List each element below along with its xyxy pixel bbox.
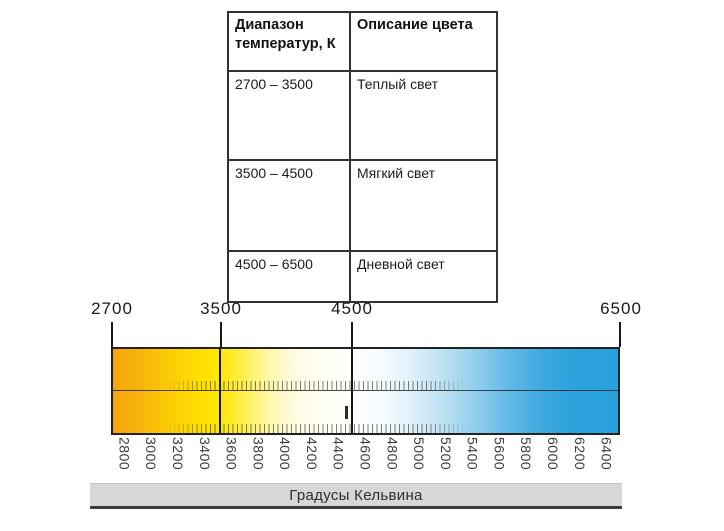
kelvin-tick-label: 4600 <box>357 437 374 471</box>
description-cell: Теплый свет <box>349 70 498 161</box>
bar-dash-mark <box>345 406 348 419</box>
range-cell: 3500 – 4500 <box>227 159 351 252</box>
table-row: 4500 – 6500 Дневной свет <box>227 250 498 303</box>
range-cell: 2700 – 3500 <box>227 70 351 161</box>
kelvin-axis-bar: Градусы Кельвина <box>90 483 622 509</box>
bar-divider-line <box>113 390 618 391</box>
tick-line-2700 <box>111 322 113 347</box>
ruler-comb-bottom <box>165 424 470 433</box>
kelvin-tick-label: 4800 <box>384 437 401 471</box>
table-row: 2700 – 3500 Теплый свет <box>227 70 498 161</box>
table-header-row: Диапазон температур, К Описание цвета <box>227 11 498 72</box>
kelvin-tick-label: 5000 <box>411 437 428 471</box>
color-temp-table: Диапазон температур, К Описание цвета 27… <box>227 11 498 303</box>
kelvin-tick-label: 3200 <box>169 437 186 471</box>
tick-line-3500 <box>220 322 222 347</box>
kelvin-tick-label: 6200 <box>571 437 588 471</box>
scale-label-2700: 2700 <box>91 299 133 318</box>
kelvin-tick-label: 3000 <box>143 437 160 471</box>
tick-line-6500 <box>619 322 621 347</box>
ruler-comb-middle <box>165 381 470 390</box>
kelvin-tick-label: 3400 <box>196 437 213 471</box>
color-temperature-gradient-bar <box>111 347 620 435</box>
kelvin-axis-label: Градусы Кельвина <box>289 486 423 504</box>
kelvin-tick-label: 3800 <box>250 437 267 471</box>
scale-label-6500: 6500 <box>600 299 642 318</box>
scale-label-3500: 3500 <box>200 299 242 318</box>
table-header-range: Диапазон температур, К <box>227 11 351 72</box>
table-row: 3500 – 4500 Мягкий свет <box>227 159 498 252</box>
tick-line-4500 <box>351 322 353 347</box>
kelvin-tick-label: 3600 <box>223 437 240 471</box>
kelvin-tick-label: 4000 <box>277 437 294 471</box>
kelvin-tick-label: 6400 <box>598 437 615 471</box>
description-cell: Мягкий свет <box>349 159 498 252</box>
description-cell: Дневной свет <box>349 250 498 303</box>
kelvin-tick-label: 2800 <box>116 437 133 471</box>
kelvin-tick-label: 4400 <box>330 437 347 471</box>
kelvin-tick-label: 5800 <box>518 437 535 471</box>
kelvin-tick-label: 5400 <box>464 437 481 471</box>
range-cell: 4500 – 6500 <box>227 250 351 303</box>
kelvin-tick-label: 5600 <box>491 437 508 471</box>
kelvin-tick-label: 5200 <box>437 437 454 471</box>
kelvin-tick-label: 6000 <box>545 437 562 471</box>
scale-label-4500: 4500 <box>331 299 373 318</box>
table-header-description: Описание цвета <box>349 11 498 72</box>
bar-line-4500 <box>351 349 353 433</box>
bar-line-3500 <box>219 349 221 433</box>
kelvin-tick-label: 4200 <box>303 437 320 471</box>
